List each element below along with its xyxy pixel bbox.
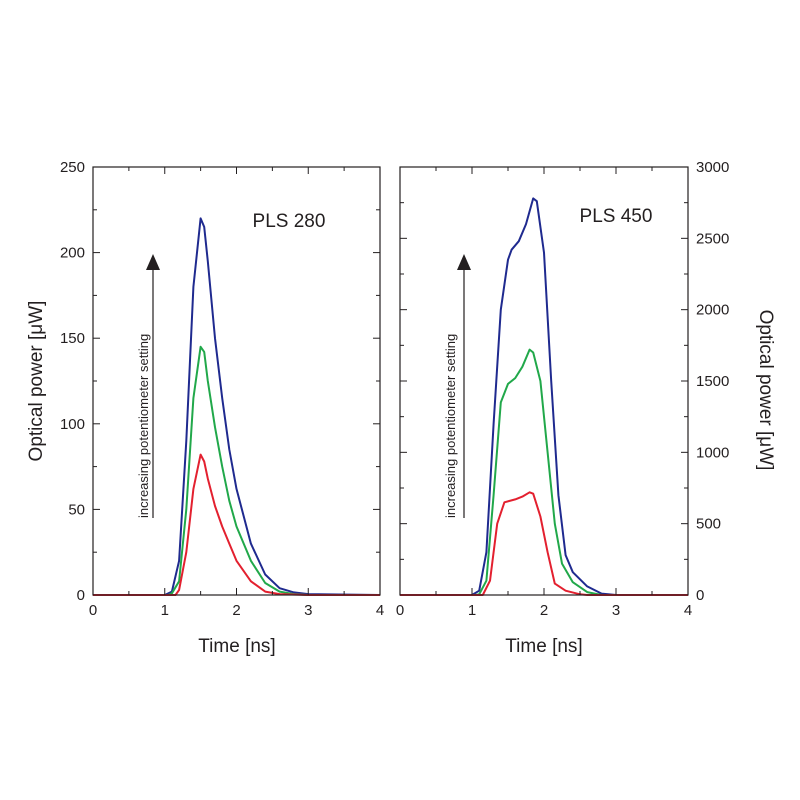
y-tick-label: 1000: [696, 444, 729, 461]
y-tick-label: 1500: [696, 373, 729, 390]
series-line-high: [93, 217, 381, 596]
y-tick-label: 500: [696, 516, 721, 533]
x-axis-label: Time [ns]: [505, 636, 582, 657]
y-tick-label: 2000: [696, 302, 729, 319]
y-tick-label: 0: [77, 587, 85, 604]
y-tick-label: 250: [60, 159, 85, 176]
arrow-up-icon: [146, 254, 160, 270]
arrow-up-icon: [457, 254, 471, 270]
series-line-low: [93, 453, 380, 596]
series-line-medium: [93, 345, 380, 596]
x-tick-label: 2: [232, 602, 240, 619]
y-axis-label-left: Optical power [μW]: [26, 301, 47, 462]
x-tick-label: 3: [612, 602, 620, 619]
annotation-text: increasing potentiometer setting: [443, 334, 458, 518]
series-line-high: [400, 197, 688, 596]
panel-pls-450: Optical power [μW] Time [ns] PLS 450 inc…: [396, 159, 776, 657]
x-tick-label: 0: [396, 602, 404, 619]
series-line-medium: [400, 348, 688, 596]
y-tick-label: 0: [696, 587, 704, 604]
series-line-low: [400, 491, 688, 596]
x-tick-label: 0: [89, 602, 97, 619]
x-tick-label: 1: [161, 602, 169, 619]
y-tick-label: 3000: [696, 159, 729, 176]
annotation-text: increasing potentiometer setting: [136, 334, 151, 518]
x-tick-label: 3: [304, 602, 312, 619]
x-tick-label: 4: [684, 602, 692, 619]
y-tick-label: 150: [60, 330, 85, 347]
panel-pls-280: Optical power [μW] Time [ns] PLS 280 inc…: [26, 159, 384, 657]
y-tick-label: 50: [68, 501, 85, 518]
y-axis-label-right: Optical power [μW]: [755, 310, 776, 471]
x-tick-label: 1: [468, 602, 476, 619]
y-tick-label: 100: [60, 416, 85, 433]
x-tick-label: 4: [376, 602, 384, 619]
y-tick-label: 200: [60, 245, 85, 262]
x-axis-label: Time [ns]: [198, 636, 275, 657]
x-tick-label: 2: [540, 602, 548, 619]
panel-title: PLS 450: [580, 206, 653, 227]
y-tick-label: 2500: [696, 230, 729, 247]
panel-title: PLS 280: [253, 211, 326, 232]
